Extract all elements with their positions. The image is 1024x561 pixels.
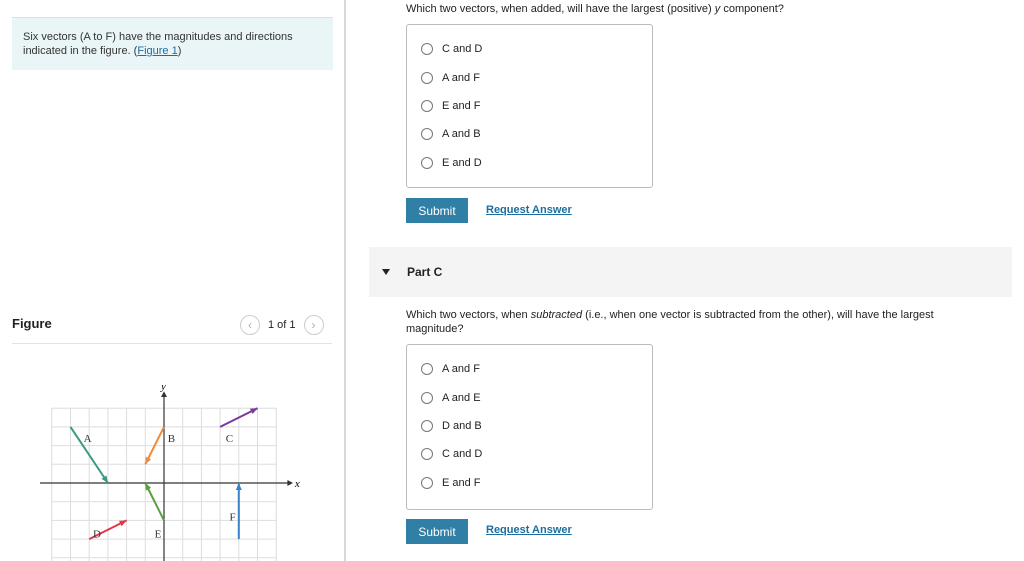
collapse-triangle-icon — [382, 269, 390, 275]
vector-label-D: D — [93, 528, 101, 540]
option-1[interactable]: A and F — [407, 63, 652, 91]
vector-label-A: A — [84, 433, 92, 445]
option-label: A and B — [442, 128, 481, 141]
option-0[interactable]: C and D — [407, 35, 652, 63]
option-label: A and F — [442, 71, 480, 84]
vector-A-arrowhead — [101, 475, 108, 483]
vector-B-arrowhead — [145, 456, 152, 465]
chevron-left-icon[interactable]: ‹ — [240, 315, 260, 335]
option-0[interactable]: A and F — [407, 355, 652, 383]
radio-button[interactable] — [421, 419, 433, 432]
vector-label-E: E — [155, 528, 162, 540]
radio-button[interactable] — [421, 448, 433, 461]
partb-submit-button[interactable]: Submit — [406, 198, 468, 223]
radio-button[interactable] — [421, 71, 433, 84]
figure-link[interactable]: Figure 1 — [137, 45, 178, 57]
option-label: C and D — [442, 43, 483, 56]
problem-intro: Six vectors (A to F) have the magnitudes… — [12, 17, 333, 70]
option-3[interactable]: A and B — [407, 120, 652, 148]
vector-E-arrowhead — [145, 483, 152, 491]
option-label: E and D — [442, 156, 482, 169]
x-axis-label: x — [294, 478, 300, 490]
vector-figure: x y A B C D E F — [40, 385, 300, 561]
figure-pager: ‹ 1 of 1 › — [240, 315, 324, 335]
radio-button[interactable] — [421, 99, 433, 112]
vector-label-B: B — [168, 433, 175, 445]
radio-button[interactable] — [421, 43, 433, 56]
radio-button[interactable] — [421, 363, 433, 376]
partc-question: Which two vectors, when subtracted (i.e.… — [406, 309, 934, 335]
option-label: D and B — [442, 419, 482, 432]
option-label: E and F — [442, 99, 481, 112]
option-4[interactable]: E and F — [407, 469, 652, 497]
option-1[interactable]: A and E — [407, 383, 652, 411]
pane-divider[interactable] — [344, 0, 346, 561]
partc-submit-button[interactable]: Submit — [406, 519, 468, 544]
radio-button[interactable] — [421, 156, 433, 169]
radio-button[interactable] — [421, 391, 433, 404]
partc-request-answer-link[interactable]: Request Answer — [486, 524, 572, 536]
page-indicator: 1 of 1 — [268, 319, 296, 331]
option-2[interactable]: E and F — [407, 92, 652, 120]
vector-label-C: C — [226, 433, 233, 445]
option-4[interactable]: E and D — [407, 149, 652, 177]
option-label: A and E — [442, 391, 481, 404]
option-label: A and F — [442, 363, 480, 376]
option-label: C and D — [442, 448, 483, 461]
chevron-right-icon[interactable]: › — [303, 315, 324, 335]
y-axis-arrow — [161, 391, 167, 397]
radio-button[interactable] — [421, 128, 433, 141]
vector-C-arrowhead — [249, 408, 258, 415]
partc-header[interactable]: Part C — [369, 247, 1012, 297]
figure-divider — [12, 343, 332, 344]
vector-label-F: F — [229, 512, 235, 524]
option-2[interactable]: D and B — [407, 412, 652, 440]
vector-D-arrowhead — [118, 520, 127, 527]
partb-request-answer-link[interactable]: Request Answer — [486, 204, 572, 216]
partb-options: C and D A and F E and F A and B E and D — [406, 24, 653, 188]
option-label: E and F — [442, 476, 481, 489]
radio-button[interactable] — [421, 476, 433, 489]
figure-title: Figure — [12, 316, 52, 331]
vector-F-arrowhead — [235, 483, 242, 490]
partc-options: A and F A and E D and B C and D E and F — [406, 344, 653, 510]
vector-A — [69, 426, 109, 484]
partb-question: Which two vectors, when added, will have… — [406, 3, 784, 15]
option-3[interactable]: C and D — [407, 440, 652, 468]
y-axis-label: y — [160, 385, 166, 393]
x-axis-arrow — [287, 480, 294, 486]
